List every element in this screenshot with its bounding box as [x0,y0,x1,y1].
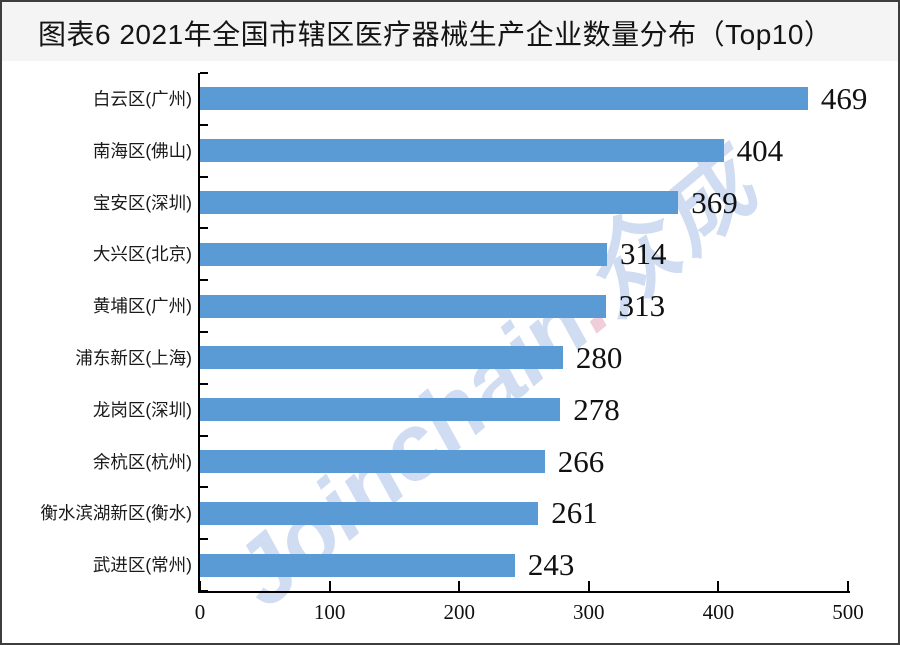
x-axis-tick [458,581,461,591]
value-label: 266 [557,443,605,479]
y-axis-tick [200,538,208,541]
category-label: 南海区(佛山) [92,140,192,161]
x-tick-label: 500 [832,600,864,624]
value-label: 278 [573,391,620,427]
category-label: 衡水滨湖新区(衡水) [40,503,192,524]
value-label: 280 [575,339,623,375]
category-label: 黄埔区(广州) [92,296,192,317]
value-label: 313 [618,288,666,324]
category-label: 余杭区(杭州) [92,451,192,472]
x-axis-tick [328,581,331,591]
category-label: 大兴区(北京) [92,244,192,265]
y-axis-tick [200,279,208,282]
y-axis-tick [200,434,208,437]
x-axis-line [198,591,850,593]
y-axis-tick [200,486,208,489]
x-tick-label: 0 [194,600,206,624]
bar [200,87,808,111]
x-axis-tick [587,581,590,591]
x-tick-label: 400 [702,600,735,624]
x-tick-label: 300 [573,600,605,624]
y-axis-tick [200,175,208,178]
bar [200,294,606,318]
y-axis-tick [200,123,208,126]
category-label: 白云区(广州) [92,88,192,109]
x-axis-tick [199,581,201,591]
y-axis-line [198,73,200,591]
bar [200,450,545,473]
value-label: 469 [820,80,868,116]
bar [200,398,561,422]
value-label: 261 [551,495,598,531]
value-label: 314 [619,236,667,272]
bar [200,242,607,266]
y-axis-tick [200,382,208,385]
x-tick-label: 200 [443,600,475,624]
x-axis-tick [847,581,849,591]
bar [200,139,724,163]
bar [200,191,679,214]
bar [200,553,515,577]
category-label: 宝安区(深圳) [92,192,192,213]
y-axis-tick [200,72,208,74]
y-axis-tick [200,590,208,592]
chart-title-bar: 图表6 2021年全国市辖区医疗器械生产企业数量分布（Top10） [0,0,900,61]
category-label: 武进区(常州) [92,555,192,576]
category-label: 龙岗区(深圳) [92,399,192,420]
category-label: 浦东新区(上海) [75,347,192,368]
chart-title: 图表6 2021年全国市辖区医疗器械生产企业数量分布（Top10） [38,19,833,50]
y-axis-tick [200,331,208,333]
bar [200,346,563,370]
bar [200,501,539,525]
x-tick-label: 100 [313,600,346,624]
value-label: 404 [736,132,784,168]
x-axis-tick [717,581,720,591]
value-label: 369 [691,184,738,220]
y-axis-tick [200,227,208,230]
value-label: 243 [527,547,575,583]
